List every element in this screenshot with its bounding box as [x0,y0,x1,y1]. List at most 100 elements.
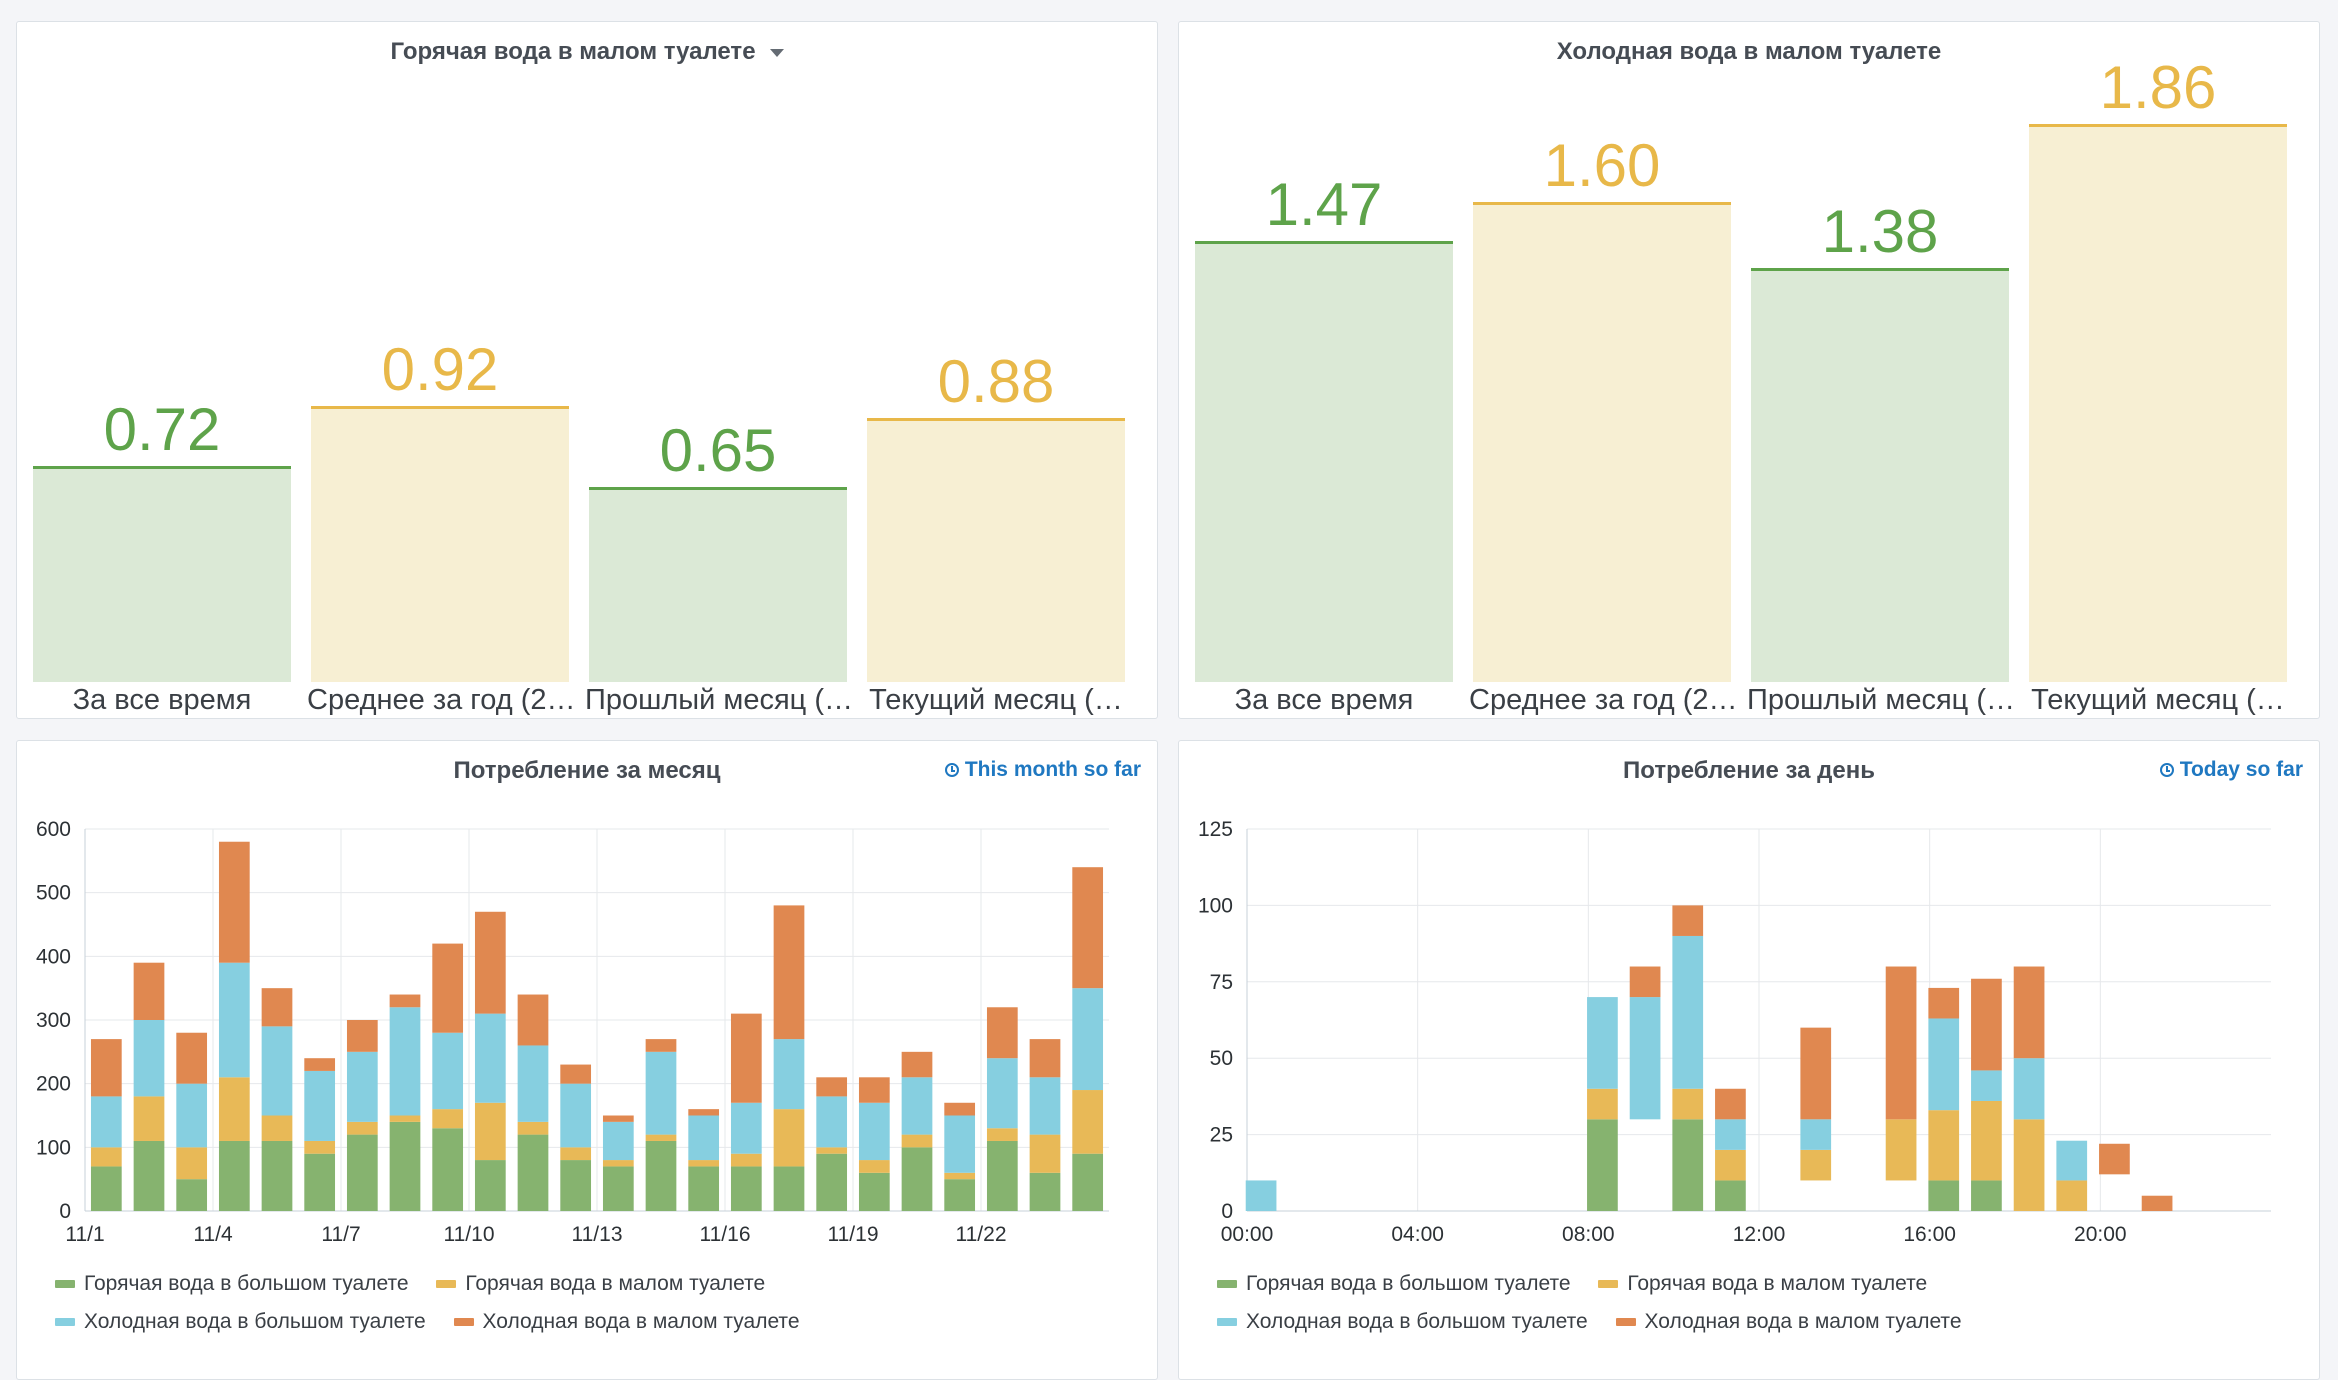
bar-segment-cold_big[interactable] [2013,1058,2045,1120]
bar-segment-cold_small[interactable] [858,1077,890,1103]
bar-segment-hot_small[interactable] [986,1128,1018,1141]
bar-segment-hot_small[interactable] [1971,1100,2002,1181]
bar-segment-cold_small[interactable] [986,1007,1018,1059]
bar-segment-cold_big[interactable] [1672,935,1704,1089]
bar-segment-cold_small[interactable] [730,1013,762,1103]
bar-segment-cold_big[interactable] [858,1102,890,1161]
bar-segment-cold_big[interactable] [90,1096,122,1148]
bar-segment-hot_small[interactable] [432,1109,464,1129]
bar-segment-cold_small[interactable] [1029,1039,1061,1078]
bar-segment-cold_small[interactable] [474,911,506,1014]
bar-segment-hot_small[interactable] [346,1121,378,1135]
day-panel-title[interactable]: Потребление за день [1623,757,1875,784]
bar-segment-cold_small[interactable] [90,1039,122,1097]
bar-segment-hot_big[interactable] [517,1134,549,1211]
bar-segment-hot_big[interactable] [1672,1119,1704,1211]
bar-segment-hot_small[interactable] [1928,1110,1960,1181]
bar-segment-hot_big[interactable] [1715,1180,1746,1211]
bar-segment-cold_small[interactable] [602,1115,634,1122]
bar-segment-hot_small[interactable] [2013,1119,2045,1211]
bar-segment-cold_small[interactable] [133,962,165,1020]
bar-segment-cold_big[interactable] [560,1083,592,1148]
bar-segment-hot_big[interactable] [261,1140,293,1211]
bar-segment-cold_big[interactable] [688,1115,720,1161]
bar-segment-hot_big[interactable] [218,1140,250,1211]
bar-segment-cold_big[interactable] [901,1077,933,1135]
legend-hot-big[interactable]: Горячая вода в большом туалете [1217,1265,1571,1303]
bar-segment-cold_big[interactable] [1072,988,1104,1091]
bar-segment-cold_big[interactable] [1629,997,1661,1120]
bar-segment-hot_small[interactable] [1072,1090,1104,1154]
bar-segment-hot_small[interactable] [389,1115,421,1122]
legend-cold-big[interactable]: Холодная вода в большом туалете [1217,1303,1588,1341]
bar-segment-cold_big[interactable] [218,962,250,1078]
bar-segment-cold_big[interactable] [773,1039,805,1110]
bar-segment-cold_big[interactable] [133,1020,165,1097]
bar-segment-hot_big[interactable] [688,1166,720,1211]
bar-segment-hot_small[interactable] [1885,1119,1917,1181]
bar-segment-hot_big[interactable] [730,1166,762,1211]
bar-segment-hot_small[interactable] [1800,1149,1832,1181]
bar-segment-hot_small[interactable] [1029,1134,1061,1173]
bar-segment-cold_big[interactable] [2056,1140,2088,1181]
bar-segment-cold_big[interactable] [816,1096,848,1148]
panel-title[interactable]: Горячая вода в малом туалете [17,37,1157,67]
bar-segment-hot_small[interactable] [773,1109,805,1167]
month-time-info[interactable]: This month so far [944,755,1141,785]
bar-segment-hot_big[interactable] [816,1153,848,1211]
bar-segment-hot_small[interactable] [517,1121,549,1135]
bar-segment-cold_big[interactable] [986,1058,1018,1129]
bar-segment-hot_big[interactable] [90,1166,122,1211]
legend-hot-small[interactable]: Горячая вода в малом туалете [1598,1265,1927,1303]
legend-cold-small[interactable]: Холодная вода в малом туалете [453,1303,800,1341]
bar-segment-cold_small[interactable] [688,1109,720,1116]
bar-segment-cold_big[interactable] [602,1121,634,1161]
bar-segment-hot_small[interactable] [730,1153,762,1167]
bar-segment-cold_big[interactable] [389,1007,421,1116]
bar-segment-hot_small[interactable] [1672,1088,1704,1120]
bar-segment-hot_small[interactable] [602,1160,634,1167]
bar-segment-cold_big[interactable] [304,1070,336,1141]
bar-segment-cold_small[interactable] [218,841,250,963]
bar-segment-cold_small[interactable] [560,1064,592,1084]
bar-segment-hot_small[interactable] [858,1160,890,1173]
legend-cold-small[interactable]: Холодная вода в малом туалете [1615,1303,1962,1341]
bar-segment-cold_small[interactable] [2099,1143,2130,1175]
bar-segment-hot_small[interactable] [1715,1149,1746,1181]
bar-segment-hot_small[interactable] [944,1172,976,1180]
chevron-down-icon[interactable] [769,48,784,57]
bar-segment-cold_small[interactable] [346,1020,378,1052]
bar-segment-hot_big[interactable] [1928,1180,1960,1211]
bar-segment-cold_big[interactable] [474,1013,506,1103]
bar-segment-cold_small[interactable] [1928,987,1960,1019]
bar-segment-cold_small[interactable] [645,1039,677,1052]
bar-segment-hot_small[interactable] [816,1147,848,1154]
bar-segment-cold_big[interactable] [432,1032,464,1110]
bar-segment-hot_big[interactable] [432,1128,464,1211]
bar-segment-hot_big[interactable] [602,1166,634,1211]
bar-segment-hot_big[interactable] [773,1166,805,1211]
bar-segment-hot_small[interactable] [176,1147,208,1180]
bar-segment-cold_small[interactable] [1885,966,1917,1120]
hot-panel-title[interactable]: Горячая вода в малом туалете [390,38,756,65]
bar-segment-cold_big[interactable] [730,1102,762,1154]
bar-segment-hot_big[interactable] [389,1121,421,1211]
bar-segment-cold_big[interactable] [1245,1180,1277,1211]
bar-segment-cold_big[interactable] [645,1051,677,1135]
day-time-info[interactable]: Today so far [2159,755,2303,785]
bar-segment-hot_big[interactable] [1029,1172,1061,1211]
bar-segment-hot_small[interactable] [218,1077,250,1141]
bar-segment-cold_small[interactable] [901,1051,933,1078]
bar-segment-hot_small[interactable] [560,1147,592,1161]
bar-segment-hot_small[interactable] [474,1102,506,1161]
bar-segment-cold_small[interactable] [2141,1195,2173,1211]
bar-segment-cold_big[interactable] [517,1045,549,1122]
legend-cold-big[interactable]: Холодная вода в большом туалете [55,1303,426,1341]
bar-segment-hot_big[interactable] [176,1179,208,1211]
bar-segment-cold_small[interactable] [261,988,293,1027]
bar-segment-cold_small[interactable] [773,905,805,1040]
bar-segment-cold_big[interactable] [1800,1119,1832,1150]
bar-segment-hot_small[interactable] [304,1140,336,1154]
bar-segment-cold_small[interactable] [1971,978,2002,1071]
bar-segment-cold_small[interactable] [944,1102,976,1116]
